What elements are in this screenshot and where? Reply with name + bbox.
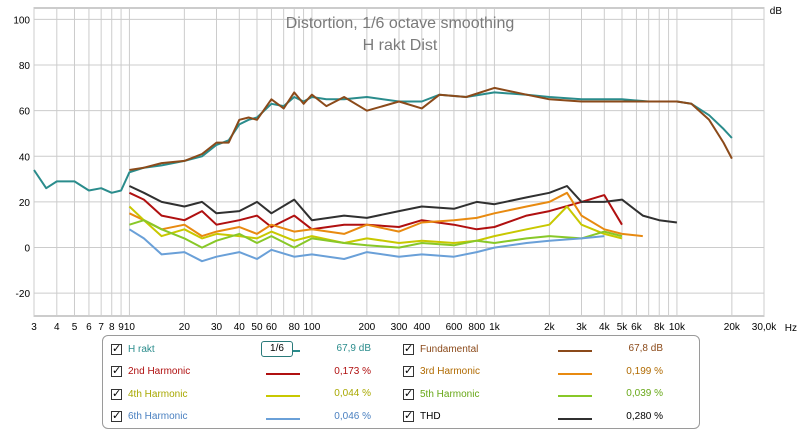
- legend-item: 3rd Harmonic: [403, 363, 480, 381]
- legend-label: H rakt: [128, 343, 155, 355]
- x-tick-label: 50: [251, 322, 263, 333]
- legend-label: 3rd Harmonic: [420, 366, 481, 377]
- x-tick-label: 20: [179, 322, 191, 333]
- series-checkbox[interactable]: [403, 409, 414, 422]
- x-tick-label: 3: [31, 322, 37, 333]
- y-tick-label: 60: [19, 107, 31, 118]
- x-tick-label: 4k: [599, 322, 611, 333]
- x-tick-label: 300: [391, 322, 408, 333]
- y-tick-label: 40: [19, 152, 31, 163]
- x-tick-label: 3k: [576, 322, 588, 333]
- series-checkbox[interactable]: [403, 387, 414, 400]
- legend-item: 2nd Harmonic: [111, 363, 190, 381]
- y-tick-label: 20: [19, 198, 31, 209]
- series-checkbox[interactable]: [403, 364, 414, 377]
- y-tick-label: 100: [13, 15, 30, 26]
- x-axis-unit: Hz: [785, 323, 797, 334]
- series-checkbox[interactable]: [111, 387, 122, 400]
- legend-label: 6th Harmonic: [128, 411, 188, 422]
- chart-subtitle: H rakt Dist: [363, 37, 438, 54]
- legend-item: 5th Harmonic: [403, 385, 479, 403]
- x-tick-label: 2k: [544, 322, 556, 333]
- smoothing-button[interactable]: 1/6: [261, 341, 293, 357]
- legend-swatch: [558, 395, 592, 397]
- x-tick-label: 30,0k: [752, 322, 777, 333]
- x-tick-label: 60: [266, 322, 278, 333]
- series-line-6th-harmonic: [128, 228, 605, 263]
- series-line-4th-harmonic: [128, 205, 623, 244]
- x-tick-label: 8: [109, 322, 115, 333]
- legend-swatch: [266, 372, 300, 375]
- series-line-2nd-harmonic: [128, 191, 623, 231]
- x-tick-label: 6k: [631, 322, 643, 333]
- series-checkbox[interactable]: [111, 409, 122, 422]
- series-line-5th-harmonic: [129, 219, 623, 249]
- x-tick-label: 5: [72, 322, 78, 333]
- series-group: [33, 86, 733, 263]
- y-axis-unit: dB: [770, 6, 783, 17]
- y-tick-label: 80: [19, 61, 31, 72]
- x-tick-label: 80: [289, 322, 301, 333]
- x-tick-label: 9: [118, 322, 124, 333]
- legend-value: 0,199 %: [626, 365, 663, 377]
- x-tick-label: 30: [211, 322, 223, 333]
- series-checkbox[interactable]: [111, 364, 122, 377]
- legend-value: 0,173 %: [334, 365, 371, 377]
- legend-item: THD: [403, 408, 441, 426]
- legend-value: 0,046 %: [334, 410, 371, 422]
- legend-label: 2nd Harmonic: [128, 366, 191, 377]
- x-tick-label: 400: [413, 322, 430, 333]
- legend-value: 67,8 dB: [628, 343, 663, 354]
- legend-item: Fundamental: [403, 340, 478, 358]
- legend-value: 0,280 %: [626, 410, 663, 422]
- legend-label: 4th Harmonic: [128, 388, 188, 400]
- x-tick-label: 10: [124, 322, 136, 333]
- series-line-fundamental: [129, 86, 733, 171]
- legend-value: 0,039 %: [626, 388, 663, 399]
- legend-panel: H rakt 67,9 dB Fundamental 67,8 dB 2nd Harmo…: [102, 335, 700, 429]
- legend-item: H rakt: [111, 340, 155, 358]
- legend-swatch: [266, 395, 300, 397]
- x-tick-label: 4: [54, 322, 60, 333]
- legend-swatch: [558, 372, 592, 375]
- series-checkbox[interactable]: [403, 342, 414, 355]
- x-tick-label: 5k: [617, 322, 629, 333]
- series-line-h-rakt: [33, 91, 733, 194]
- x-tick-label: 6: [86, 322, 92, 333]
- legend-label: THD: [420, 411, 441, 422]
- legend-swatch: [558, 417, 592, 420]
- series-line-thd: [128, 185, 678, 224]
- x-tick-label: 20k: [724, 322, 741, 333]
- chart-title: Distortion, 1/6 octave smoothing: [286, 15, 515, 32]
- x-tick-label: 8k: [654, 322, 666, 333]
- legend-value: 0,044 %: [334, 388, 371, 399]
- y-tick-label: 0: [24, 244, 30, 255]
- x-tick-label: 7: [98, 322, 104, 333]
- y-tick-label: -20: [16, 289, 31, 300]
- legend-swatch: [266, 417, 300, 420]
- x-tick-label: 600: [446, 322, 463, 333]
- x-tick-label: 800: [468, 322, 485, 333]
- series-line-3rd-harmonic: [128, 191, 643, 238]
- legend-label: 5th Harmonic: [420, 388, 480, 400]
- legend-value: 67,9 dB: [336, 343, 371, 354]
- legend-swatch: [558, 350, 592, 352]
- series-checkbox[interactable]: [111, 342, 122, 355]
- x-tick-label: 10k: [669, 322, 686, 333]
- x-tick-label: 1k: [489, 322, 501, 333]
- legend-item: 4th Harmonic: [111, 385, 187, 403]
- x-tick-label: 40: [234, 322, 246, 333]
- legend-item: 6th Harmonic: [111, 408, 187, 426]
- legend-label: Fundamental: [420, 343, 479, 355]
- x-tick-label: 200: [359, 322, 376, 333]
- x-tick-label: 100: [304, 322, 321, 333]
